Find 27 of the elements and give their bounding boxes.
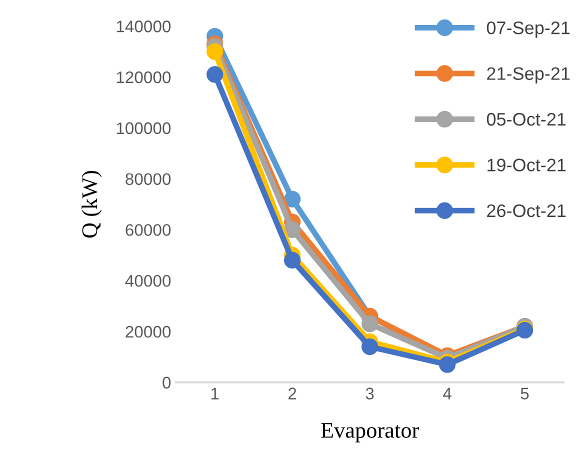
point: [284, 221, 301, 238]
point: [206, 66, 224, 83]
y-tick-label: 40000: [125, 274, 171, 287]
point: [206, 43, 224, 60]
x-tick-label: 4: [443, 388, 452, 400]
legend-label: 19-Oct-21: [488, 158, 566, 172]
y-tick-label: 60000: [126, 224, 171, 236]
legend-label: 21-Sep-21: [487, 67, 570, 84]
point: [361, 338, 378, 356]
point: [284, 190, 301, 208]
x-axis-title: Evaporator: [321, 423, 419, 442]
x-tick-label: 1: [211, 388, 219, 400]
point: [284, 252, 301, 269]
x-tick-label: 2: [288, 388, 296, 400]
x-tick-label: 5: [520, 388, 529, 400]
y-tick-label: 20000: [126, 326, 171, 338]
legend-label: 07-Sep-21: [486, 21, 570, 38]
y-tick-label: 100000: [116, 122, 171, 134]
y-axis-title: Q (kW): [82, 170, 102, 238]
y-tick-label: 140000: [116, 20, 171, 32]
y-tick-label: 120000: [116, 71, 171, 84]
y-tick-label: 0: [162, 376, 171, 389]
y-tick-label: 80000: [126, 173, 171, 186]
x-tick-label: 3: [366, 388, 374, 400]
point: [361, 316, 378, 332]
legend-label: 05-Oct-21: [486, 112, 566, 126]
legend-label: 26-Oct-21: [487, 204, 566, 218]
